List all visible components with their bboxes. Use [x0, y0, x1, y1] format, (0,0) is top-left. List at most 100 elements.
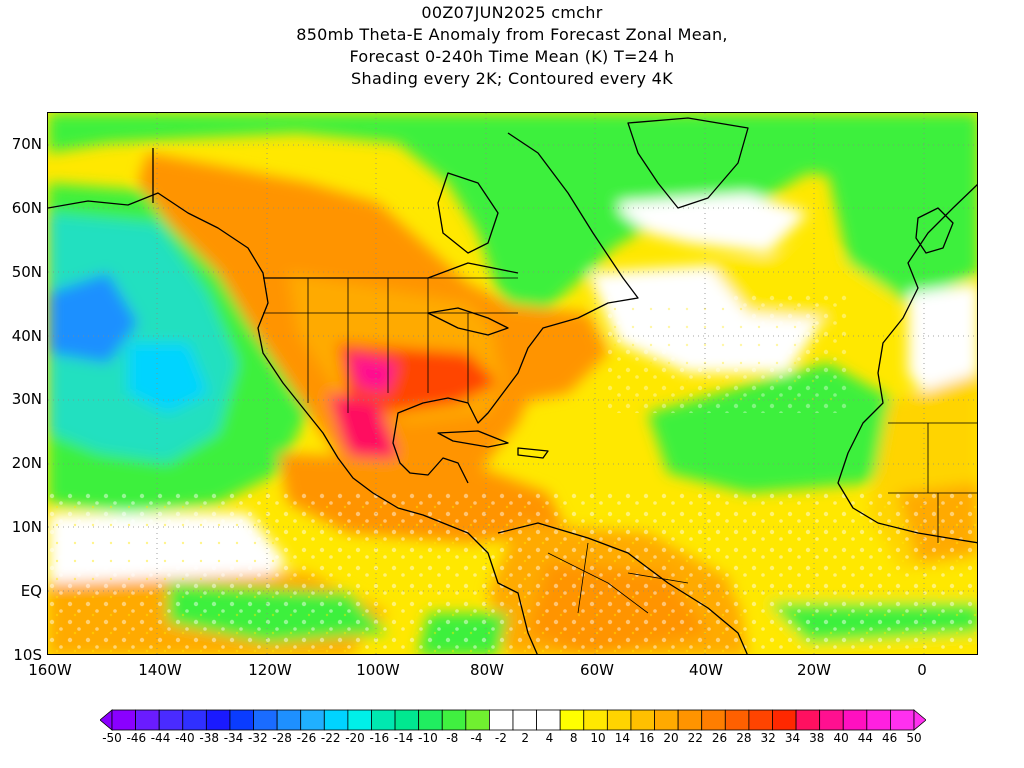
colorbar-tick-label: -4 [470, 731, 483, 745]
colorbar-swatch [111, 709, 136, 731]
title-line-4: Shading every 2K; Contoured every 4K [351, 69, 673, 88]
british-isles [915, 207, 954, 254]
anomaly-map [48, 113, 977, 654]
lat-label-40n: 40N [11, 327, 42, 345]
colorbar-tick-label: -28 [272, 731, 292, 745]
colorbar-tick-label: 34 [784, 731, 801, 745]
colorbar-tick-label: 4 [545, 731, 554, 745]
lat-label-10s: 10S [13, 646, 42, 664]
colorbar-tick-label: 26 [711, 731, 728, 745]
colorbar-swatch [229, 709, 254, 731]
title-line-1: 00Z07JUN2025 cmchr [421, 3, 603, 22]
colorbar-swatch [536, 709, 561, 731]
colorbar-swatch [866, 709, 891, 731]
colorbar-swatch [158, 709, 184, 731]
colorbar-arrow-left [100, 709, 113, 731]
colorbar-swatch [583, 709, 608, 731]
colorbar-tick-label: 46 [882, 731, 898, 745]
colorbar-swatch [890, 709, 915, 731]
hudson-bay [437, 172, 499, 254]
lat-label-eq: EQ [20, 582, 42, 600]
colorbar-tick-label: 20 [663, 731, 679, 745]
hispaniola [517, 447, 549, 459]
lon-label-140w: 140W [138, 661, 182, 679]
colorbar-swatch [182, 709, 207, 731]
colorbar-swatch [371, 709, 396, 731]
lon-label-120w: 120W [248, 661, 292, 679]
lon-label-20w: 20W [797, 661, 831, 679]
lon-label-80w: 80W [470, 661, 504, 679]
colorbar-tick-label: 38 [809, 731, 825, 745]
colorbar-swatch [323, 709, 349, 731]
colorbar-tick-label: 40 [833, 731, 849, 745]
colorbar-tick-label: 22 [687, 731, 703, 745]
colorbar [100, 709, 926, 731]
colorbar-tick-label: -32 [248, 731, 268, 745]
colorbar-swatch [654, 709, 679, 731]
coast-americas-west [48, 192, 538, 654]
lat-label-70n: 70N [11, 135, 42, 153]
colorbar-swatch [606, 709, 632, 731]
colorbar-swatch [394, 709, 420, 731]
title-line-2: 850mb Theta-E Anomaly from Forecast Zona… [296, 25, 728, 44]
coast-europe-africa [837, 184, 977, 544]
colorbar-tick-label: -16 [369, 731, 390, 745]
colorbar-swatch [842, 709, 868, 731]
colorbar-tick-label: -38 [199, 731, 219, 745]
lat-label-20n: 20N [11, 454, 42, 472]
colorbar-swatch [630, 709, 655, 731]
colorbar-swatch [205, 709, 231, 731]
lat-label-10n: 10N [11, 518, 42, 536]
lon-label-100w: 100W [356, 661, 400, 679]
lon-label-60w: 60W [580, 661, 614, 679]
lon-label-40w: 40W [689, 661, 723, 679]
colorbar-tick-label: -26 [296, 731, 317, 745]
colorbar-swatch [559, 709, 585, 731]
colorbar-swatch [135, 709, 160, 731]
colorbar-swatch [701, 709, 726, 731]
colorbar-tick-label: 44 [857, 731, 874, 745]
lon-label-0: 0 [917, 661, 927, 679]
lon-label-160w: 160W [28, 661, 72, 679]
colorbar-swatch [677, 709, 703, 731]
colorbar-swatch [418, 709, 443, 731]
colorbar-swatch [347, 709, 372, 731]
colorbar-tick-label: 16 [639, 731, 655, 745]
colorbar-tick-label: -14 [393, 731, 414, 745]
south-america-borders [547, 542, 689, 614]
colorbar-tick-label: -40 [175, 731, 195, 745]
colorbar-tick-label: 14 [614, 731, 630, 745]
colorbar-swatch [724, 709, 750, 731]
colorbar-tick-label: 10 [590, 731, 606, 745]
colorbar-swatch [253, 709, 278, 731]
colorbar-arrow-right [913, 709, 926, 731]
canada-border [263, 262, 519, 279]
title-block: 00Z07JUN2025 cmchr 850mb Theta-E Anomaly… [0, 2, 1024, 90]
colorbar-tick-label: -46 [126, 731, 147, 745]
great-lakes [427, 307, 509, 336]
colorbar-tick-label: -44 [150, 731, 171, 745]
coast-south-america [497, 522, 748, 654]
africa-borders [888, 422, 977, 543]
colorbar-swatch [300, 709, 325, 731]
colorbar-tick-label: -2 [494, 731, 507, 745]
colorbar-tick-label: -50 [102, 731, 122, 745]
colorbar-swatch [512, 709, 537, 731]
colorbar-swatch [795, 709, 821, 731]
title-line-3: Forecast 0-240h Time Mean (K) T=24 h [349, 47, 675, 66]
colorbar-tick-label: 2 [521, 731, 529, 745]
speckle-texture [48, 493, 977, 654]
greenland [627, 117, 749, 209]
colorbar-tick-label: -20 [345, 731, 365, 745]
colorbar-swatch [276, 709, 302, 731]
lat-label-50n: 50N [11, 263, 42, 281]
colorbar-tick-label: 8 [569, 731, 578, 745]
map-frame [47, 112, 978, 655]
colorbar-swatch [819, 709, 844, 731]
coastlines [48, 117, 977, 654]
colorbar-swatch [489, 709, 514, 731]
colorbar-tick-label: -22 [320, 731, 341, 745]
colorbar-swatch [748, 709, 773, 731]
speckle-texture-atlantic [608, 293, 848, 413]
colorbar-tick-label: 32 [760, 731, 776, 745]
